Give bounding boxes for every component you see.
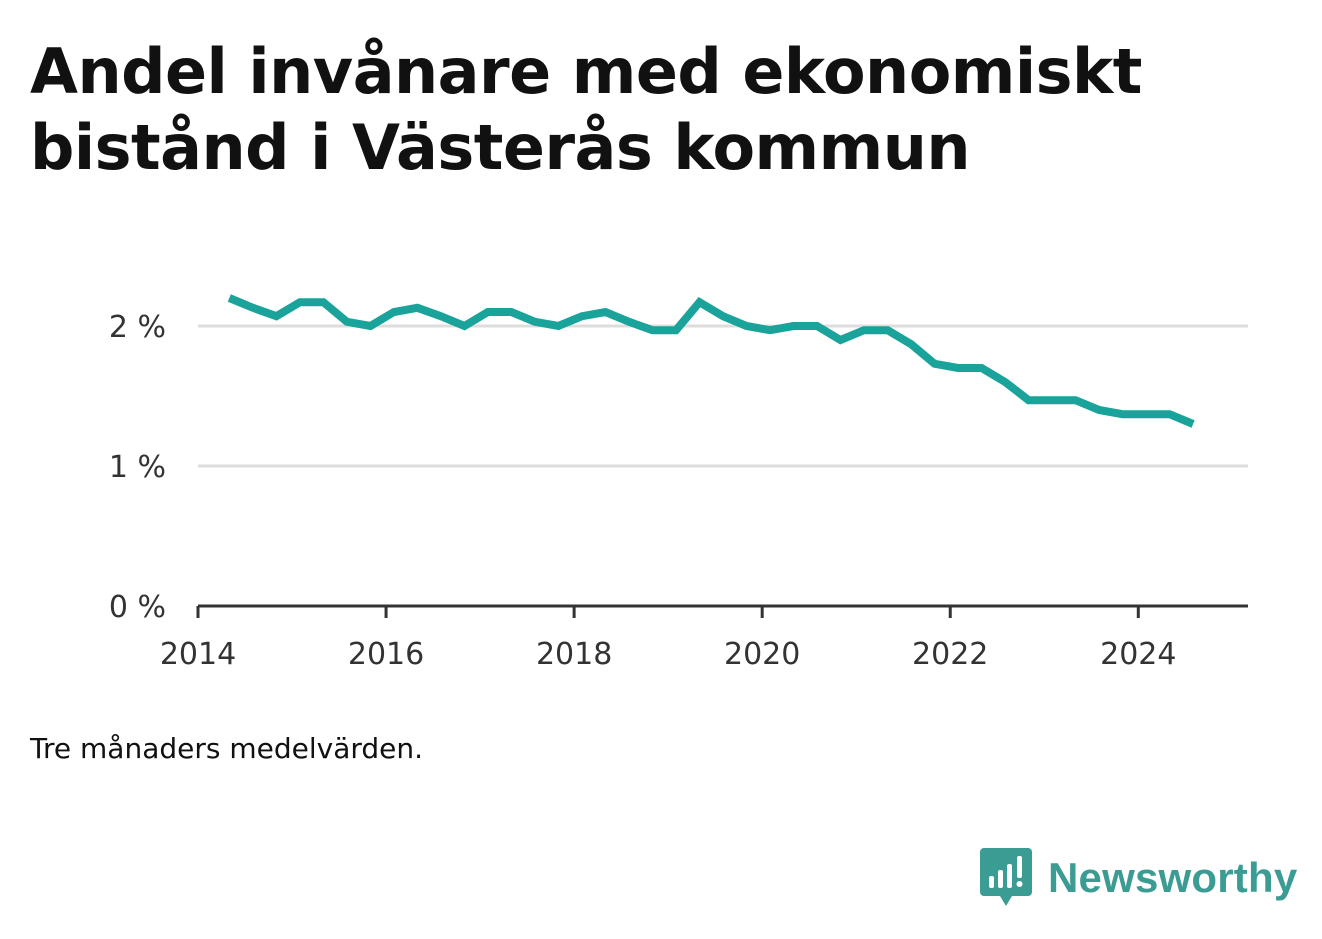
y-tick-label: 1 % — [109, 450, 166, 485]
x-tick-label: 2024 — [1100, 637, 1176, 672]
x-tick-label: 2018 — [536, 637, 612, 672]
x-tick-label: 2016 — [348, 637, 424, 672]
x-tick-label: 2022 — [912, 637, 988, 672]
gridlines — [198, 324, 1248, 468]
y-tick-label: 0 % — [109, 590, 166, 625]
newsworthy-logo: Newsworthy — [980, 848, 1297, 908]
newsworthy-logo-icon — [980, 848, 1032, 906]
x-tick-label: 2014 — [160, 637, 236, 672]
y-axis-labels: 0 % 1 % 2 % — [109, 310, 166, 625]
chart-note: Tre månaders medelvärden. — [30, 732, 424, 765]
x-tick-label: 2020 — [724, 637, 800, 672]
brand-name: Newsworthy — [1048, 854, 1298, 901]
y-tick-label: 2 % — [109, 310, 166, 345]
series — [227, 294, 1195, 428]
x-axis-labels: 2014 2016 2018 2020 2022 2024 — [160, 637, 1177, 672]
x-axis — [196, 604, 1248, 618]
series-line — [227, 294, 1195, 428]
chart-title: Andel invånare med ekonomiskt bistånd i … — [30, 35, 1142, 184]
